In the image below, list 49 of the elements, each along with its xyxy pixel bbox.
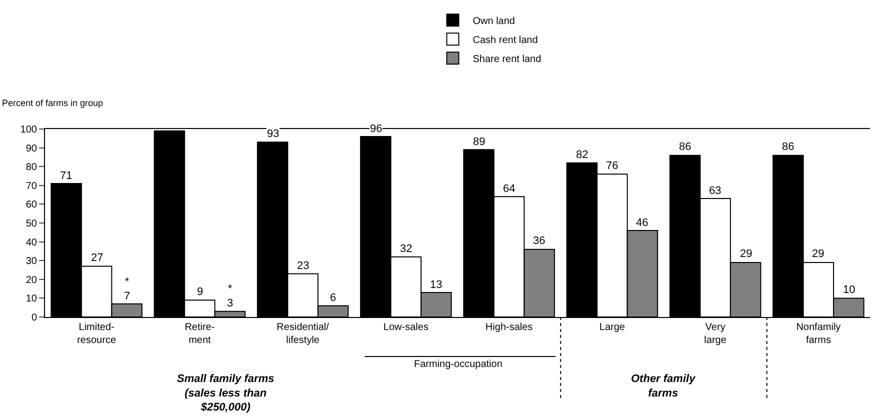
data-label: * 3 <box>227 283 234 310</box>
data-label: 36 <box>533 235 546 247</box>
y-tick-label: 50 <box>26 218 38 230</box>
x-tick-label: Very large <box>704 322 727 346</box>
y-tick-label: 10 <box>26 294 38 305</box>
legend-label: Own land <box>472 16 515 27</box>
y-tick-label: 60 <box>26 200 38 211</box>
data-label: 93 <box>267 128 280 140</box>
data-label: 86 <box>679 141 692 153</box>
data-label: 46 <box>636 217 648 229</box>
data-label: 86 <box>782 141 794 153</box>
data-label: * 7 <box>124 276 130 302</box>
data-label: 23 <box>297 260 310 272</box>
data-label: 27 <box>91 252 104 264</box>
data-label: 10 <box>843 284 856 296</box>
data-label: 9 <box>197 286 204 298</box>
data-label: 82 <box>576 149 588 161</box>
data-label: 63 <box>709 185 722 197</box>
y-tick-label: 40 <box>26 237 38 248</box>
data-label: 76 <box>606 160 618 172</box>
legend-label: Cash rent land <box>472 35 538 46</box>
y-axis-title: Percent of farms in group <box>2 98 104 108</box>
data-label: 89 <box>473 136 486 148</box>
data-label: 29 <box>740 248 752 260</box>
data-label: 64 <box>503 183 516 195</box>
x-tick-label: Limited- resource <box>77 322 116 346</box>
x-tick-label: Residential/ lifestyle <box>276 322 330 346</box>
data-label: 29 <box>812 248 824 260</box>
x-tick-label: Large <box>599 322 626 333</box>
text: Farming-occupation <box>414 359 502 370</box>
y-tick-label: 0 <box>31 312 38 324</box>
text: Small family farms (sales less than $250,000) <box>177 373 274 414</box>
data-label: 96 <box>370 123 382 135</box>
data-label: 13 <box>430 279 442 291</box>
y-tick-label: 90 <box>26 143 38 154</box>
y-tick-label: 20 <box>26 274 38 286</box>
y-tick-label: 70 <box>26 180 38 192</box>
data-label: 32 <box>400 243 412 255</box>
y-tick-label: 80 <box>26 162 38 174</box>
x-tick-label: Retire- ment <box>184 322 215 346</box>
data-label: 71 <box>60 170 72 182</box>
x-tick-label: High-sales <box>485 322 533 333</box>
text: Other family farms <box>631 373 696 400</box>
y-tick-label: 30 <box>26 256 38 268</box>
x-tick-label: Nonfamily farms <box>796 322 841 346</box>
legend-label: Share rent land <box>472 54 542 65</box>
x-tick-label: Low-sales <box>383 322 428 333</box>
y-tick-label: 100 <box>20 124 38 136</box>
data-label: 6 <box>330 292 336 304</box>
